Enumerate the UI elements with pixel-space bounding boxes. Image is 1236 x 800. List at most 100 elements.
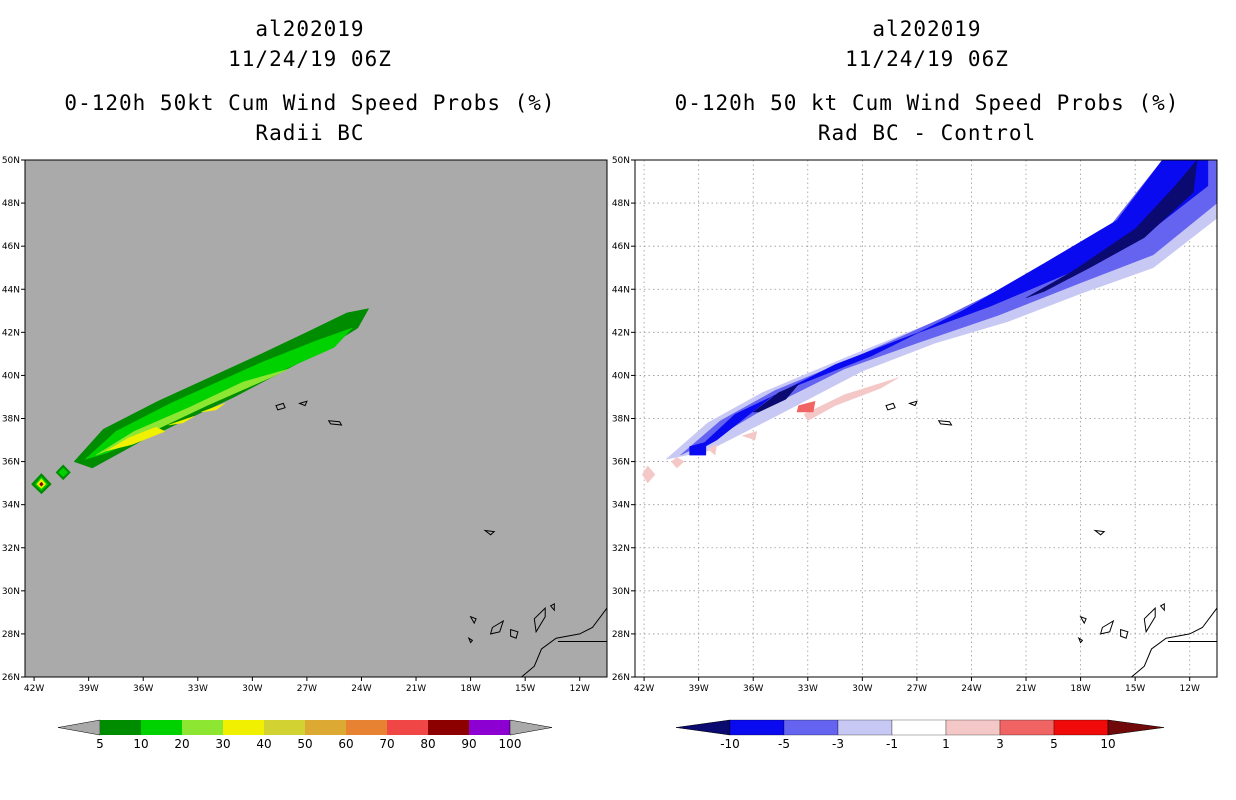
azores-island — [885, 402, 896, 411]
swath-core-contour — [201, 403, 226, 413]
colorbar-label: 10 — [133, 737, 148, 751]
lon-tick-label: 24W — [351, 684, 371, 694]
lat-tick-label: 42N — [612, 328, 630, 338]
lat-tick-label: 50N — [2, 156, 20, 166]
canary-island — [1159, 602, 1165, 612]
lat-tick-label: 36N — [2, 458, 20, 468]
colorbar-segment — [264, 720, 305, 735]
lon-tick-label: 39W — [688, 684, 708, 694]
positive-patch-contour — [707, 444, 718, 456]
colorbar-label: 5 — [96, 737, 104, 751]
lat-tick-label: 40N — [612, 371, 630, 381]
colorbar-segment — [100, 720, 141, 735]
positive-patch-contour — [803, 377, 899, 421]
colorbar-label: -1 — [886, 737, 898, 751]
colorbar-label: -10 — [720, 737, 740, 751]
negative-band-contour — [692, 159, 1209, 454]
colorbar-label: 30 — [215, 737, 230, 751]
lat-tick-label: 30N — [612, 587, 630, 597]
colorbar-segment — [182, 720, 223, 735]
colorbar-segment — [891, 719, 947, 736]
lon-tick-label: 27W — [297, 684, 317, 694]
right-panel-title-block: al202019 11/24/19 06Z 0-120h 50 kt Cum W… — [627, 14, 1227, 148]
lat-tick-label: 42N — [2, 328, 20, 338]
lat-tick-label: 48N — [612, 199, 630, 209]
isolated-cell-contour — [39, 481, 44, 487]
right-difference-map: 26N 28N 30N 32N 34N 36N 38N 40N 42N 44N 46N 48N 50N 4… — [612, 156, 1218, 694]
negative-spot-contour — [689, 441, 707, 456]
colorbar-label: 100 — [499, 737, 522, 751]
colorbar-label: 1 — [942, 737, 950, 751]
azores-island — [327, 420, 343, 426]
left-map-title: 0-120h 50kt Cum Wind Speed Probs (%) — [64, 91, 556, 115]
colorbar-segment — [223, 720, 264, 735]
right-storm-id: al202019 — [872, 17, 982, 41]
map-background — [25, 160, 607, 677]
colorbar-low-arrow — [57, 719, 101, 736]
left-colorbar: 5 10 20 30 40 50 60 70 80 90 100 — [57, 719, 553, 751]
colorbar-segment — [141, 720, 182, 735]
right-map-subtitle: Rad BC - Control — [817, 121, 1037, 145]
lon-tick-label: 12W — [570, 684, 590, 694]
colorbar-segment — [387, 720, 428, 735]
left-datetime: 11/24/19 06Z — [228, 47, 392, 71]
colorbar-segment — [428, 720, 469, 735]
lon-tick-label: 30W — [852, 684, 872, 694]
lon-tick-label: 33W — [798, 684, 818, 694]
colorbar-label: -3 — [832, 737, 844, 751]
lat-tick-label: 28N — [612, 630, 630, 640]
africa-coast — [521, 607, 608, 678]
lon-tick-label: 21W — [406, 684, 426, 694]
canary-island — [1079, 615, 1087, 625]
colorbar-label: -5 — [778, 737, 790, 751]
colorbar-label: 40 — [256, 737, 271, 751]
lat-tick-label: 36N — [612, 458, 630, 468]
lon-tick-label: 36W — [133, 684, 153, 694]
colorbar-segment — [945, 719, 1001, 736]
lat-tick-label: 48N — [2, 199, 20, 209]
lon-tick-label: 33W — [188, 684, 208, 694]
colorbar-low-arrow — [675, 719, 731, 736]
colorbar-segment — [783, 719, 839, 736]
colorbar-label: 60 — [338, 737, 353, 751]
lat-tick-label: 38N — [2, 415, 20, 425]
right-datetime: 11/24/19 06Z — [845, 47, 1009, 71]
lon-tick-label: 30W — [242, 684, 262, 694]
left-probability-map: 26N 28N 30N 32N 34N 36N 38N 40N 42N 44N 46N 48N 50N 4… — [2, 156, 608, 694]
canary-island — [467, 636, 474, 644]
right-colorbar: -10 -5 -3 -1 1 3 5 10 — [675, 719, 1165, 751]
lon-tick-label: 42W — [24, 684, 44, 694]
negative-core-contour — [752, 383, 799, 413]
lon-tick-label: 42W — [634, 684, 654, 694]
canary-island — [1143, 606, 1156, 634]
azores-island — [908, 400, 918, 407]
lat-tick-label: 28N — [2, 630, 20, 640]
swath-core-contour — [168, 416, 195, 426]
lat-tick-label: 50N — [612, 156, 630, 166]
negative-core-contour — [1025, 159, 1198, 299]
colorbar-label: 70 — [379, 737, 394, 751]
lon-tick-label: 36W — [743, 684, 763, 694]
lat-tick-label: 32N — [612, 544, 630, 554]
colorbar-high-arrow — [1107, 719, 1165, 736]
left-storm-id: al202019 — [255, 17, 365, 41]
canary-island — [533, 606, 546, 634]
swath-core-contour — [106, 426, 166, 452]
lon-tick-label: 15W — [1125, 684, 1145, 694]
lat-tick-label: 34N — [2, 501, 20, 511]
positive-patch-contour — [796, 401, 816, 413]
lon-tick-label: 21W — [1016, 684, 1036, 694]
colorbar-label: 10 — [1100, 737, 1115, 751]
colorbar-label: 5 — [1050, 737, 1058, 751]
azores-island — [298, 400, 308, 407]
lat-tick-label: 44N — [612, 285, 630, 295]
lon-tick-label: 24W — [961, 684, 981, 694]
canary-island — [469, 615, 477, 625]
colorbar-segment — [305, 720, 346, 735]
colorbar-segment — [999, 719, 1055, 736]
lat-tick-label: 44N — [2, 285, 20, 295]
canary-island — [1099, 619, 1115, 635]
positive-patch-contour — [671, 457, 685, 469]
colorbar-segment — [469, 720, 510, 735]
lon-tick-label: 39W — [78, 684, 98, 694]
